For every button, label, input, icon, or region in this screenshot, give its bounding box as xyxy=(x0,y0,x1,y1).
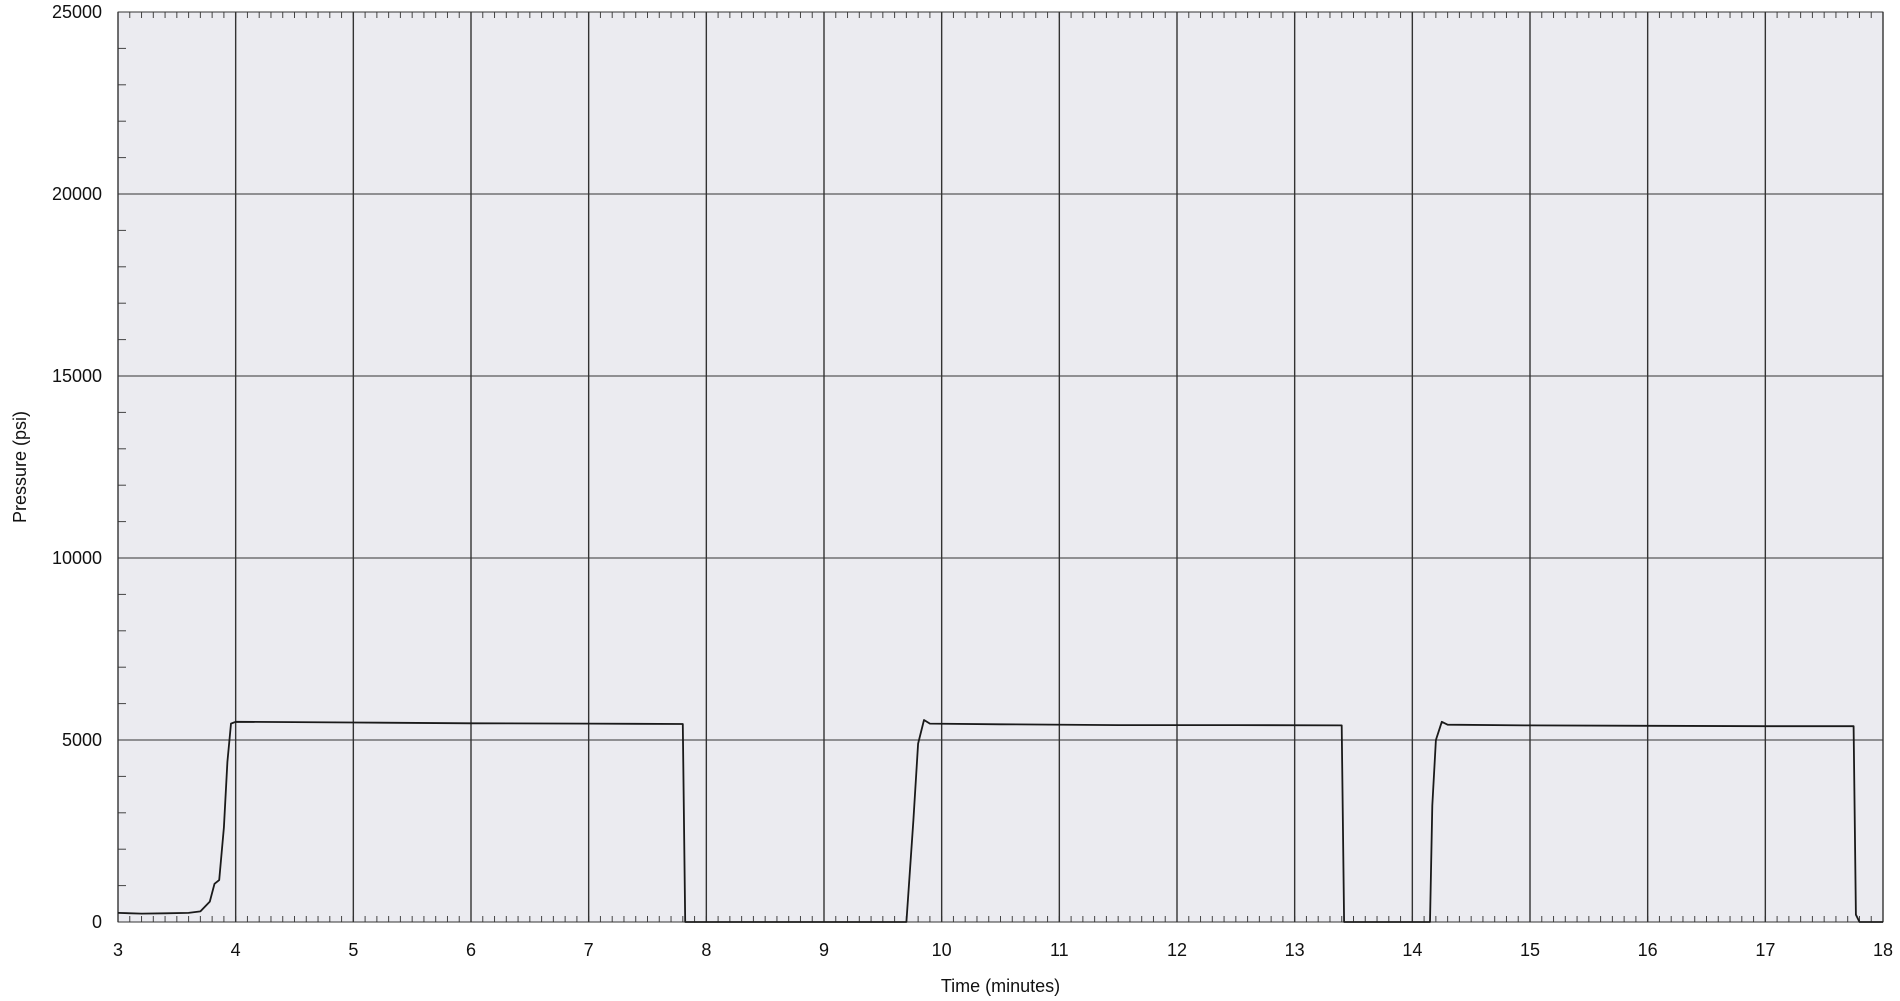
x-tick-label: 17 xyxy=(1755,940,1775,960)
x-tick-label: 9 xyxy=(819,940,829,960)
y-tick-label: 15000 xyxy=(52,366,102,386)
y-tick-label: 20000 xyxy=(52,184,102,204)
x-tick-label: 15 xyxy=(1520,940,1540,960)
y-tick-label: 25000 xyxy=(52,2,102,22)
x-tick-label: 16 xyxy=(1638,940,1658,960)
minor-ticks xyxy=(117,11,1884,923)
x-tick-label: 5 xyxy=(348,940,358,960)
x-tick-label: 18 xyxy=(1873,940,1893,960)
y-axis-title: Pressure (psi) xyxy=(10,411,30,523)
x-tick-label: 7 xyxy=(584,940,594,960)
y-tick-label: 5000 xyxy=(62,730,102,750)
x-tick-label: 8 xyxy=(701,940,711,960)
y-tick-label: 0 xyxy=(92,912,102,932)
x-tick-label: 10 xyxy=(932,940,952,960)
x-tick-label: 3 xyxy=(113,940,123,960)
y-axis-tick-labels: 0 5000 10000 15000 20000 25000 xyxy=(52,2,102,932)
x-axis-title: Time (minutes) xyxy=(941,976,1060,996)
y-tick-label: 10000 xyxy=(52,548,102,568)
x-tick-label: 11 xyxy=(1050,940,1069,960)
gridlines xyxy=(117,11,1884,923)
x-axis-tick-labels: 3 4 5 6 7 8 9 10 11 12 13 14 15 16 17 18 xyxy=(113,940,1893,960)
x-tick-label: 6 xyxy=(466,940,476,960)
x-tick-label: 13 xyxy=(1285,940,1305,960)
pressure-series-line xyxy=(117,719,1883,923)
plot-area xyxy=(117,11,1884,923)
x-tick-label: 14 xyxy=(1402,940,1422,960)
x-tick-label: 4 xyxy=(231,940,241,960)
x-tick-label: 12 xyxy=(1167,940,1187,960)
